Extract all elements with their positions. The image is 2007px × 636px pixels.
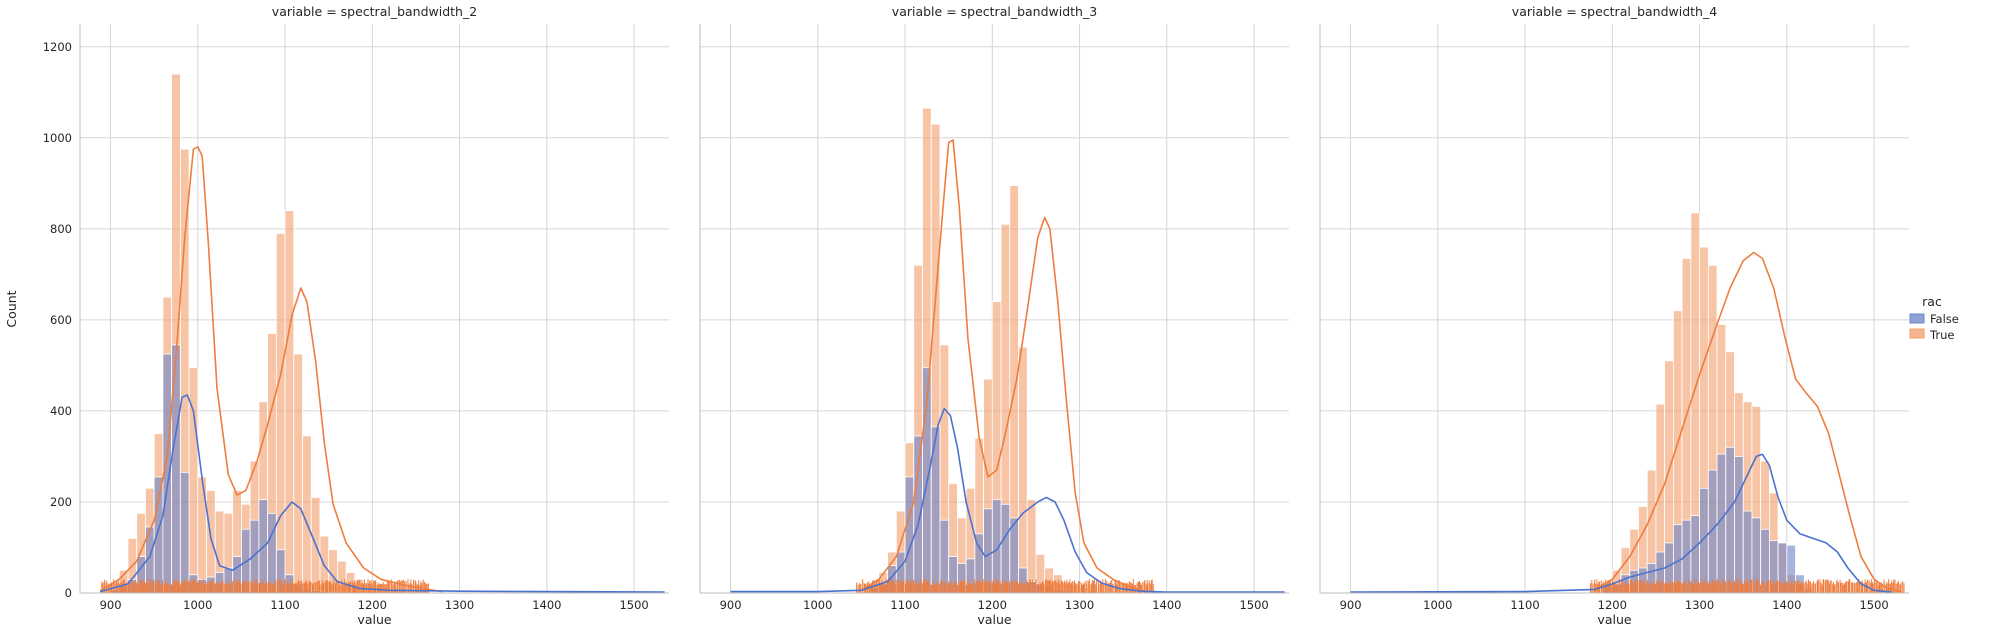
x-axis-title: value <box>357 612 391 627</box>
y-tick-label: 0 <box>65 586 72 600</box>
histogram-bar-false <box>904 476 915 594</box>
x-tick-label: 900 <box>100 598 122 612</box>
x-tick-label: 1400 <box>1772 598 1801 612</box>
x-tick-label: 1200 <box>358 598 387 612</box>
x-tick-label: 1000 <box>1423 598 1452 612</box>
legend-swatch-false <box>1909 313 1925 324</box>
y-tick-label: 1000 <box>43 131 72 145</box>
panel-title: variable = spectral_bandwidth_4 <box>1512 4 1717 19</box>
kde-line-false <box>1350 453 1892 593</box>
y-axis-label: Count <box>4 290 19 327</box>
x-tick-label: 1100 <box>270 598 299 612</box>
x-tick-label: 1400 <box>532 598 561 612</box>
panel-title: variable = spectral_bandwidth_2 <box>272 4 477 19</box>
histogram-bar-true <box>1026 499 1037 594</box>
legend-label-true: True <box>1929 328 1954 342</box>
x-tick-label: 1300 <box>1685 598 1714 612</box>
panel-3: 900 1000 1100 1200 1300 1400 1500 value variable… <box>1319 4 1909 627</box>
histogram-bar-false <box>267 512 277 594</box>
histogram-bar-false <box>1725 446 1735 594</box>
x-axis-title: value <box>1597 612 1631 627</box>
x-tick-label: 1200 <box>978 598 1007 612</box>
histogram-bar-true <box>284 210 295 594</box>
kde-line-false <box>99 394 665 593</box>
x-tick-label: 1500 <box>619 598 648 612</box>
legend: rac False True <box>1909 294 1959 342</box>
x-tick-label: 1300 <box>1065 598 1094 612</box>
x-tick-label: 1000 <box>803 598 832 612</box>
histogram-bar-true <box>1018 346 1028 594</box>
x-tick-label: 1500 <box>1239 598 1268 612</box>
x-tick-label: 1300 <box>445 598 474 612</box>
x-tick-label: 1100 <box>1510 598 1539 612</box>
histogram-bar-false <box>171 344 181 594</box>
kde-line-true <box>99 146 443 593</box>
histogram-bar-true <box>293 353 303 594</box>
legend-swatch-true <box>1909 328 1925 339</box>
legend-label-false: False <box>1930 312 1959 326</box>
y-tick-label: 400 <box>50 404 72 418</box>
panel-1: 900 1000 1100 1200 1300 1400 1500 value 0 200 400 6… <box>43 4 669 627</box>
y-tick-label: 800 <box>50 222 72 236</box>
y-tick-label: 600 <box>50 313 72 327</box>
legend-title: rac <box>1922 294 1942 309</box>
x-tick-label: 900 <box>1340 598 1362 612</box>
x-tick-label: 1500 <box>1859 598 1888 612</box>
x-tick-label: 1400 <box>1152 598 1181 612</box>
rug-marks <box>1590 579 1905 593</box>
histogram-bar-false <box>1000 503 1011 594</box>
histogram-bar-true <box>275 232 286 594</box>
x-tick-label: 1200 <box>1598 598 1627 612</box>
x-tick-label: 900 <box>720 598 742 612</box>
kde-line-false <box>730 407 1285 593</box>
histogram-bar-false <box>179 471 190 594</box>
panel-title: variable = spectral_bandwidth_3 <box>892 4 1097 19</box>
panel-2: 900 1000 1100 1200 1300 1400 1500 value variable… <box>699 4 1289 627</box>
histogram-bar-false <box>153 476 164 594</box>
histogram-bar-false <box>1734 456 1744 594</box>
kde-line-true <box>860 139 1146 592</box>
x-tick-label: 1100 <box>890 598 919 612</box>
x-tick-label: 1000 <box>183 598 212 612</box>
facet-panels: 900 1000 1100 1200 1300 1400 1500 value 0 200 400 6… <box>43 4 1909 627</box>
x-axis-title: value <box>977 612 1011 627</box>
kde-line-true <box>1594 251 1901 593</box>
histogram-bar-false <box>913 435 923 594</box>
y-axis-title: Count <box>4 290 19 327</box>
y-tick-label: 1200 <box>43 40 72 54</box>
y-tick-label: 200 <box>50 495 72 509</box>
histogram-bar-false <box>983 508 993 594</box>
